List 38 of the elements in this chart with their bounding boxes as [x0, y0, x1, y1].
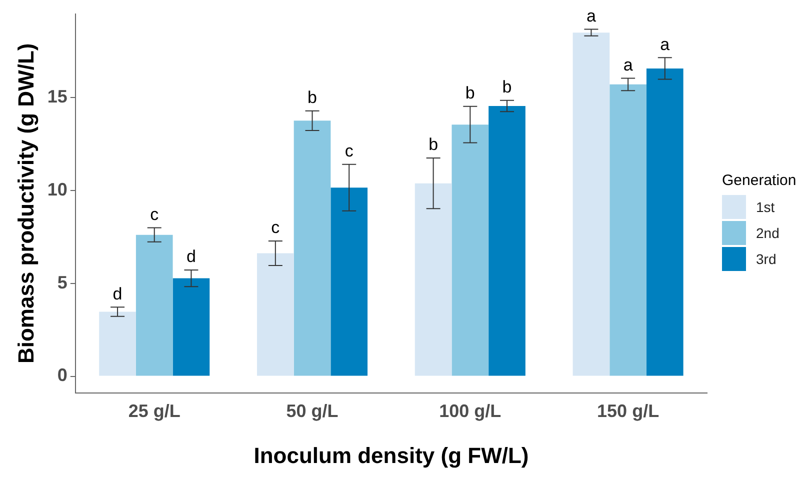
data-label: b	[428, 135, 438, 154]
bar	[488, 106, 526, 376]
legend-label: 1st	[756, 199, 775, 215]
bar	[99, 312, 136, 376]
data-label: b	[502, 78, 512, 97]
data-label: c	[344, 142, 354, 161]
data-label: c	[150, 204, 160, 224]
bar	[452, 124, 489, 376]
bar	[414, 183, 452, 376]
x-tick-label: 25 g/L	[128, 400, 180, 421]
data-label: d	[186, 247, 196, 266]
data-label: c	[271, 218, 280, 238]
data-label: b	[308, 88, 317, 108]
bar	[610, 84, 646, 376]
bar	[257, 253, 294, 376]
y-tick-label: 15	[47, 86, 68, 106]
bar	[572, 32, 610, 376]
data-label: d	[112, 284, 122, 304]
y-axis-title: Biomass productivity (g DW/L)	[13, 43, 38, 364]
y-tick-label: 10	[47, 179, 68, 200]
y-tick-label: 0	[57, 365, 68, 386]
legend-label: 2nd	[756, 225, 780, 241]
legend-label: 3rd	[756, 251, 776, 267]
data-label: a	[660, 34, 670, 54]
x-tick-label: 150 g/L	[597, 400, 660, 421]
legend-title: Generation	[722, 172, 796, 189]
bar	[330, 188, 368, 376]
bar	[294, 120, 331, 376]
y-tick-label: 5	[57, 272, 68, 292]
data-label: a	[623, 55, 634, 74]
x-tick-label: 100 g/L	[439, 400, 502, 421]
bar	[172, 278, 210, 376]
bar	[646, 68, 684, 376]
x-tick-label: 50 g/L	[286, 400, 338, 421]
x-axis-title: Inoculum density (g FW/L)	[254, 442, 529, 468]
data-label: b	[465, 84, 475, 103]
data-label: a	[586, 6, 596, 26]
bar	[136, 234, 173, 376]
